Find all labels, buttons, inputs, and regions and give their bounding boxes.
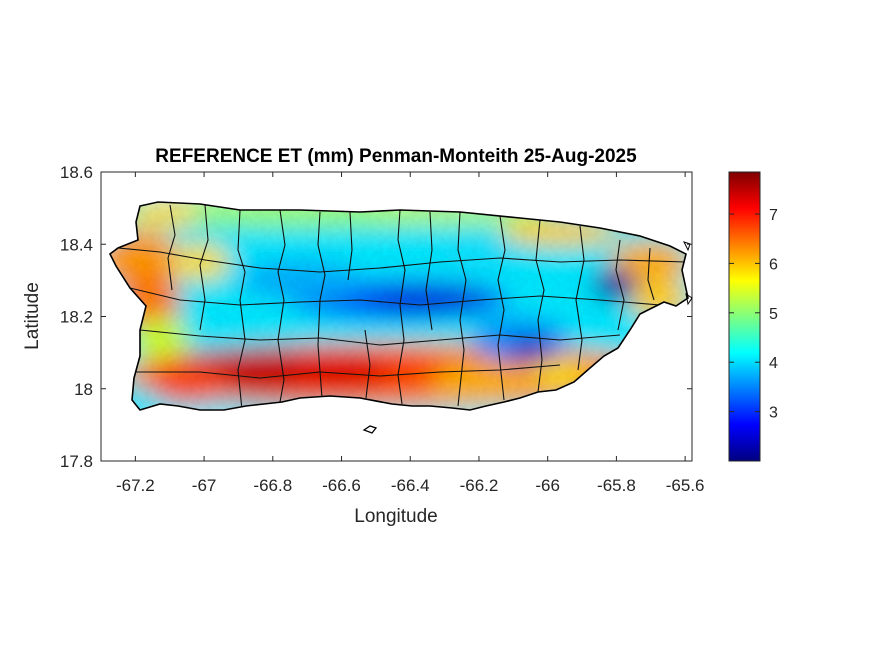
y-tick-label: 18.4 [60,235,93,254]
x-tick-label: -66.8 [253,476,292,495]
et-field [110,202,688,410]
x-tick-label: -66.2 [460,476,499,495]
islet-caja-de-muertos [362,425,378,434]
chart-title: REFERENCE ET (mm) Penman-Monteith 25-Aug… [155,146,637,167]
x-axis-label: Longitude [354,506,437,527]
islet-northeast [683,241,691,252]
x-tick-label: -67.2 [116,476,155,495]
y-tick-label: 18.2 [60,308,93,327]
colorbar-tick-label: 3 [769,405,778,422]
colorbar-tick-label: 7 [769,207,778,224]
y-tick-label: 17.8 [60,452,93,471]
x-tick-label: -67 [192,476,217,495]
colorbar-tick-label: 6 [769,256,778,273]
colorbar [728,171,761,462]
colorbar-tick-label: 4 [769,355,778,372]
x-tick-label: -66 [535,476,560,495]
x-tick-label: -66.4 [391,476,430,495]
y-axis: 18.6 18.4 18.2 18 17.8 [60,163,692,471]
municipal-boundaries [117,204,687,410]
y-tick-label: 18 [74,380,93,399]
islet-east [685,292,693,306]
y-axis-label: Latitude [22,282,43,350]
x-tick-label: -65.8 [597,476,636,495]
x-tick-label: -66.6 [322,476,361,495]
colorbar-ticks: 3 4 5 6 7 [729,207,778,422]
x-tick-label: -65.6 [666,476,705,495]
x-axis: -67.2 -67 -66.8 -66.6 -66.4 -66.2 -66 -65.8 -65.… [116,172,705,495]
colorbar-tick-label: 5 [769,306,778,323]
y-tick-label: 18.6 [60,163,93,182]
